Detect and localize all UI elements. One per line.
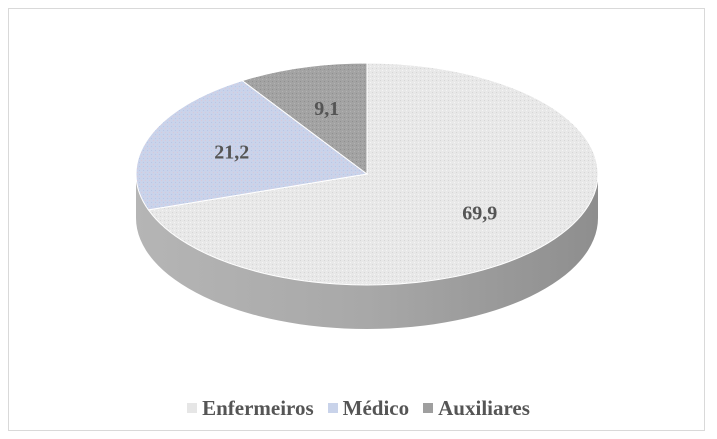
pie-slice-medico: [135, 80, 369, 211]
chart-legend: Enfermeiros Médico Auxiliares: [0, 393, 717, 423]
pie-side-wall: [136, 174, 598, 329]
legend-label-medico: Médico: [342, 395, 410, 420]
legend-item-enfermeiros: Enfermeiros: [187, 396, 314, 421]
data-label-auxiliares: 9,1: [314, 98, 339, 120]
legend-swatch-medico: [327, 403, 338, 413]
data-label-medico: 21,2: [214, 141, 249, 163]
legend-label-auxiliares: Auxiliares: [438, 395, 530, 420]
pie-slice-auxiliares: [241, 62, 368, 175]
legend-label-enfermeiros: Enfermeiros: [202, 395, 314, 420]
data-label-enfermeiros: 69,9: [462, 203, 497, 225]
legend-item-medico: Médico: [327, 395, 410, 421]
legend-item-auxiliares: Auxiliares: [423, 396, 530, 421]
legend-swatch-enfermeiros: [187, 403, 198, 413]
pie-slice-enfermeiros: [147, 62, 599, 286]
legend-swatch-auxiliares: [423, 403, 434, 413]
